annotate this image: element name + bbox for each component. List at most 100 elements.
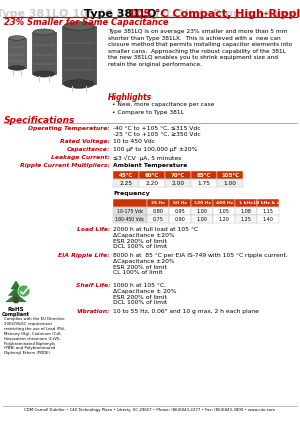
Bar	[139, 171, 165, 179]
Text: 1.00: 1.00	[196, 216, 207, 221]
Text: 1000 h at 105 °C.
ΔCapacitance ± 20%
ESR 200% of limit
DCL 100% of limit: 1000 h at 105 °C. ΔCapacitance ± 20% ESR…	[113, 283, 176, 306]
Text: 1.40: 1.40	[262, 216, 273, 221]
Text: RoHS: RoHS	[8, 307, 24, 312]
Text: 0.95: 0.95	[175, 209, 185, 213]
Polygon shape	[8, 287, 23, 295]
Bar	[235, 215, 257, 223]
Text: 1 kHz: 1 kHz	[239, 201, 253, 205]
Text: 10 to 450 Vdc: 10 to 450 Vdc	[113, 139, 155, 144]
Bar	[113, 179, 139, 187]
Text: 1.15: 1.15	[262, 209, 273, 213]
Text: Ambient Temperature: Ambient Temperature	[113, 163, 187, 168]
Text: Operating Temperature:: Operating Temperature:	[28, 126, 110, 131]
Bar	[235, 207, 257, 215]
Text: 180-450 Vdc: 180-450 Vdc	[116, 216, 145, 221]
Bar	[257, 199, 279, 207]
Text: Load Life:: Load Life:	[76, 227, 110, 232]
Bar	[191, 215, 213, 223]
Text: Shelf Life:: Shelf Life:	[76, 283, 110, 288]
Text: 70°C: 70°C	[171, 173, 185, 178]
Ellipse shape	[33, 71, 55, 77]
Bar	[213, 207, 235, 215]
Text: 100 μF to 100,000 μF ±20%: 100 μF to 100,000 μF ±20%	[113, 147, 197, 152]
Text: Type 381LQ: Type 381LQ	[84, 9, 160, 19]
Bar	[139, 179, 165, 187]
Text: 2.20: 2.20	[146, 181, 159, 185]
Bar	[113, 199, 147, 207]
Text: 105 °C Compact, High-Ripple Snap-in: 105 °C Compact, High-Ripple Snap-in	[128, 9, 300, 19]
Text: Capacitance:: Capacitance:	[67, 147, 110, 152]
Text: • New, more capacitance per case: • New, more capacitance per case	[112, 102, 214, 107]
Text: CDM Cornell Dubilier • 140 Technology Place • Liberty, SC 29657 • Phone: (864)84: CDM Cornell Dubilier • 140 Technology Pl…	[24, 408, 276, 412]
Bar	[217, 171, 243, 179]
Polygon shape	[11, 281, 21, 289]
Text: 1.00: 1.00	[224, 181, 236, 185]
Bar	[169, 215, 191, 223]
Text: 2.25: 2.25	[119, 181, 133, 185]
Text: 85°C: 85°C	[197, 173, 211, 178]
Bar	[257, 215, 279, 223]
Text: 0.75: 0.75	[153, 216, 164, 221]
Bar	[217, 179, 243, 187]
Text: 1.08: 1.08	[241, 209, 251, 213]
Bar	[147, 199, 169, 207]
Text: Leakage Current:: Leakage Current:	[51, 155, 110, 160]
Text: 1.20: 1.20	[219, 216, 230, 221]
Text: Type 381LQ 105 °C Compact, High-Ripple Snap-in: Type 381LQ 105 °C Compact, High-Ripple S…	[0, 9, 300, 19]
Text: Ripple Current Multipliers:: Ripple Current Multipliers:	[20, 163, 110, 168]
Text: Rated Voltage:: Rated Voltage:	[60, 139, 110, 144]
Bar	[169, 207, 191, 215]
Bar	[32, 32, 56, 74]
Bar	[113, 171, 139, 179]
Bar	[191, 179, 217, 187]
Bar	[14, 297, 18, 303]
Text: 400 Hz: 400 Hz	[215, 201, 232, 205]
Bar	[169, 199, 191, 207]
Text: -40 °C to +105 °C, ≤315 Vdc
-25 °C to +105 °C, ≥350 Vdc: -40 °C to +105 °C, ≤315 Vdc -25 °C to +1…	[113, 126, 201, 137]
Text: 10-175 Vdc: 10-175 Vdc	[117, 209, 143, 213]
Text: 45°C: 45°C	[119, 173, 133, 178]
Text: 60°C: 60°C	[145, 173, 159, 178]
Bar	[257, 207, 279, 215]
Text: 10 to 55 Hz, 0.06" and 10 g max, 2 h each plane: 10 to 55 Hz, 0.06" and 10 g max, 2 h eac…	[113, 309, 259, 314]
Text: Frequency: Frequency	[113, 191, 150, 196]
Text: 0.80: 0.80	[153, 209, 164, 213]
Ellipse shape	[64, 80, 94, 88]
Text: Compliant: Compliant	[2, 312, 30, 317]
Text: EIA Ripple Life:: EIA Ripple Life:	[58, 253, 110, 258]
Text: 1.00: 1.00	[196, 209, 207, 213]
Text: Complies with the EU Directive
2002/95/EC requirement
restricting the use of Lea: Complies with the EU Directive 2002/95/E…	[4, 317, 66, 355]
Text: 2000 h at full load at 105 °C
ΔCapacitance ±20%
ESR 200% of limit
DCL 100% of li: 2000 h at full load at 105 °C ΔCapacitan…	[113, 227, 198, 249]
Bar	[235, 199, 257, 207]
Text: 25 Hz: 25 Hz	[151, 201, 165, 205]
Text: Highlights: Highlights	[108, 93, 152, 102]
Text: Vibration:: Vibration:	[76, 309, 110, 314]
Bar	[165, 171, 191, 179]
Polygon shape	[6, 294, 26, 302]
Bar	[191, 207, 213, 215]
Bar	[213, 215, 235, 223]
Bar	[147, 207, 169, 215]
Ellipse shape	[64, 22, 94, 30]
Bar	[113, 215, 147, 223]
Bar	[191, 171, 217, 179]
Text: 50 Hz: 50 Hz	[173, 201, 187, 205]
Text: 1.05: 1.05	[219, 209, 230, 213]
Text: 8000 h at  85 °C per EIA IS-749 with 105 °C ripple current.
ΔCapacitance ±20%
ES: 8000 h at 85 °C per EIA IS-749 with 105 …	[113, 253, 288, 275]
Bar	[113, 207, 147, 215]
Text: Specifications: Specifications	[4, 116, 75, 125]
Text: ≤3 √CV  μA, 5 minutes: ≤3 √CV μA, 5 minutes	[113, 155, 181, 161]
Text: 1.25: 1.25	[241, 216, 251, 221]
Ellipse shape	[9, 66, 25, 70]
Text: 23% Smaller for Same Capacitance: 23% Smaller for Same Capacitance	[4, 18, 169, 27]
Text: 10 kHz & up: 10 kHz & up	[253, 201, 283, 205]
Bar	[62, 26, 96, 84]
Bar	[191, 199, 213, 207]
Ellipse shape	[33, 29, 55, 35]
Bar	[147, 215, 169, 223]
Text: 2.00: 2.00	[171, 181, 184, 185]
Text: 1.75: 1.75	[197, 181, 211, 185]
Text: 0.90: 0.90	[175, 216, 185, 221]
Text: 120 Hz: 120 Hz	[194, 201, 210, 205]
Bar	[213, 199, 235, 207]
